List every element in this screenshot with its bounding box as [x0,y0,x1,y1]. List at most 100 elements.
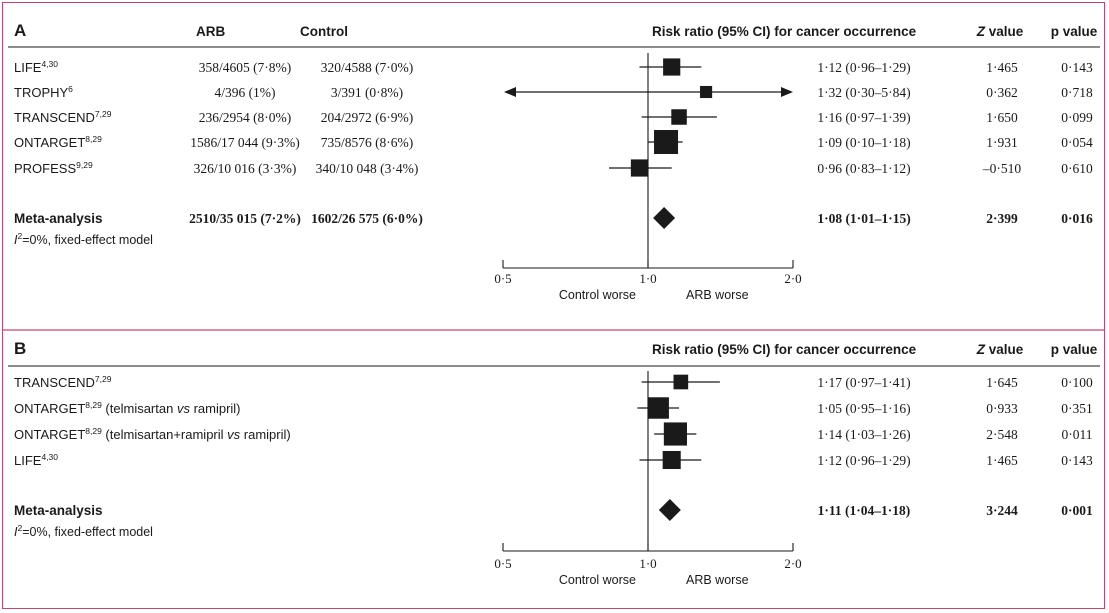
column-header-arb: ARB [196,24,225,39]
z-value: 1·465 [986,60,1018,75]
heterogeneity-value: =0%, fixed-effect model [22,233,153,247]
ci-arrow-left [504,87,516,97]
meta-analysis-label: Meta-analysis [14,503,103,518]
p-value: 0·143 [1061,453,1093,468]
study-name: LIFE4,30 [14,59,58,75]
summary-diamond [653,207,676,229]
study-comparison-vs: vs [227,427,241,442]
i-squared-sup: 2 [17,231,22,241]
z-label: value [985,24,1024,39]
z-value: 0·362 [986,85,1018,100]
summary-diamond [658,499,681,521]
risk-ratio-value: 0·96 (0·83–1·12) [817,161,910,176]
forest-panel-a: A ARB Control Risk ratio (95% CI) for cance… [8,21,1100,302]
point-estimate-square [647,397,669,419]
risk-ratio-value: 1·16 (0·97–1·39) [817,110,910,125]
z-label: value [985,342,1024,357]
i-squared-symbol: I [14,233,18,247]
risk-ratio-value: 1·17 (0·97–1·41) [817,375,910,390]
forest-panel-b: B Risk ratio (95% CI) for cancer occurren… [8,339,1100,587]
p-value: 0·100 [1061,375,1093,390]
point-estimate-square [671,109,687,125]
study-comparison-vs: vs [177,401,191,416]
panel-label: A [14,21,26,40]
z-value: 1·650 [986,110,1018,125]
study-name-text: LIFE [14,453,42,468]
control-events: 3/391 (0·8%) [331,85,403,100]
i-squared-sup: 2 [17,523,22,533]
heterogeneity-value: =0%, fixed-effect model [22,525,153,539]
meta-p-value: 0·001 [1061,503,1093,518]
study-name: TRANSCEND7,29 [14,374,112,390]
i-squared-symbol: I [14,525,18,539]
study-name-text: LIFE [14,60,42,75]
study-name: ONTARGET8,29 (telmisartan vs ramipril) [14,400,241,416]
study-name: TROPHY6 [14,84,73,100]
arb-events: 358/4605 (7·8%) [199,60,292,75]
risk-ratio-value: 1·14 (1·03–1·26) [817,427,910,442]
study-name-text: TROPHY [14,85,69,100]
z-symbol: Z [976,342,986,357]
heterogeneity-text: I2=0%, fixed-effect model [14,523,153,539]
control-events: 204/2972 (6·9%) [321,110,414,125]
favours-right-label: ARB worse [686,288,749,302]
x-tick-label: 1·0 [639,556,656,571]
x-tick-label: 0·5 [494,271,511,286]
study-name: LIFE4,30 [14,452,58,468]
meta-arb-events: 2510/35 015 (7·2%) [189,211,301,226]
p-value: 0·099 [1061,110,1093,125]
column-header-z-value: Z value [976,24,1024,39]
meta-control-events: 1602/26 575 (6·0%) [311,211,423,226]
study-reference: 8,29 [85,426,102,436]
risk-ratio-value: 1·05 (0·95–1·16) [817,401,910,416]
point-estimate-square [630,159,649,177]
z-value: 1·645 [986,375,1018,390]
study-comparison: (telmisartan [102,401,177,416]
point-estimate-square [673,374,689,390]
p-value: 0·054 [1061,135,1093,150]
study-name: ONTARGET8,29 (telmisartan+ramipril vs ra… [14,426,291,442]
study-name-text: TRANSCEND [14,110,95,125]
p-value: 0·143 [1061,60,1093,75]
risk-ratio-value: 1·09 (0·10–1·18) [817,135,910,150]
ci-arrow-right [781,87,793,97]
study-reference: 8,29 [85,400,102,410]
study-reference: 6 [68,84,73,94]
column-header-control: Control [300,24,348,39]
point-estimate-square [663,422,687,446]
arb-events: 1586/17 044 (9·3%) [190,135,299,150]
point-estimate-square [662,450,681,470]
p-value: 0·011 [1062,427,1093,442]
arb-events: 326/10 016 (3·3%) [194,161,297,176]
study-name-text: TRANSCEND [14,375,95,390]
x-tick-label: 2·0 [784,271,801,286]
column-header-p-value: p value [1051,342,1098,357]
study-name-text: PROFESS [14,161,76,176]
study-reference: 8,29 [85,134,102,144]
risk-ratio-value: 1·12 (0·96–1·29) [817,453,910,468]
study-name: ONTARGET8,29 [14,134,102,150]
study-name: PROFESS9,29 [14,160,93,176]
x-tick-label: 0·5 [494,556,511,571]
p-value: 0·351 [1061,401,1093,416]
z-value: 1·465 [986,453,1018,468]
column-header-risk-ratio: Risk ratio (95% CI) for cancer occurrenc… [652,342,917,357]
z-value: 0·933 [986,401,1018,416]
control-events: 320/4588 (7·0%) [321,60,414,75]
panel-label: B [14,339,26,358]
z-value: 1·931 [986,135,1018,150]
point-estimate-square [663,58,681,76]
column-header-risk-ratio: Risk ratio (95% CI) for cancer occurrenc… [652,24,917,39]
column-header-p-value: p value [1051,24,1098,39]
meta-risk-ratio: 1·11 (1·04–1·18) [818,503,911,518]
meta-risk-ratio: 1·08 (1·01–1·15) [817,211,910,226]
x-tick-label: 2·0 [784,556,801,571]
arb-events: 4/396 (1%) [214,85,275,100]
meta-z-value: 3·244 [986,503,1018,518]
study-name-text: ONTARGET [14,135,85,150]
z-value: 2·548 [986,427,1018,442]
study-comparison: ramipril) [190,401,241,416]
point-estimate-square [700,85,713,99]
